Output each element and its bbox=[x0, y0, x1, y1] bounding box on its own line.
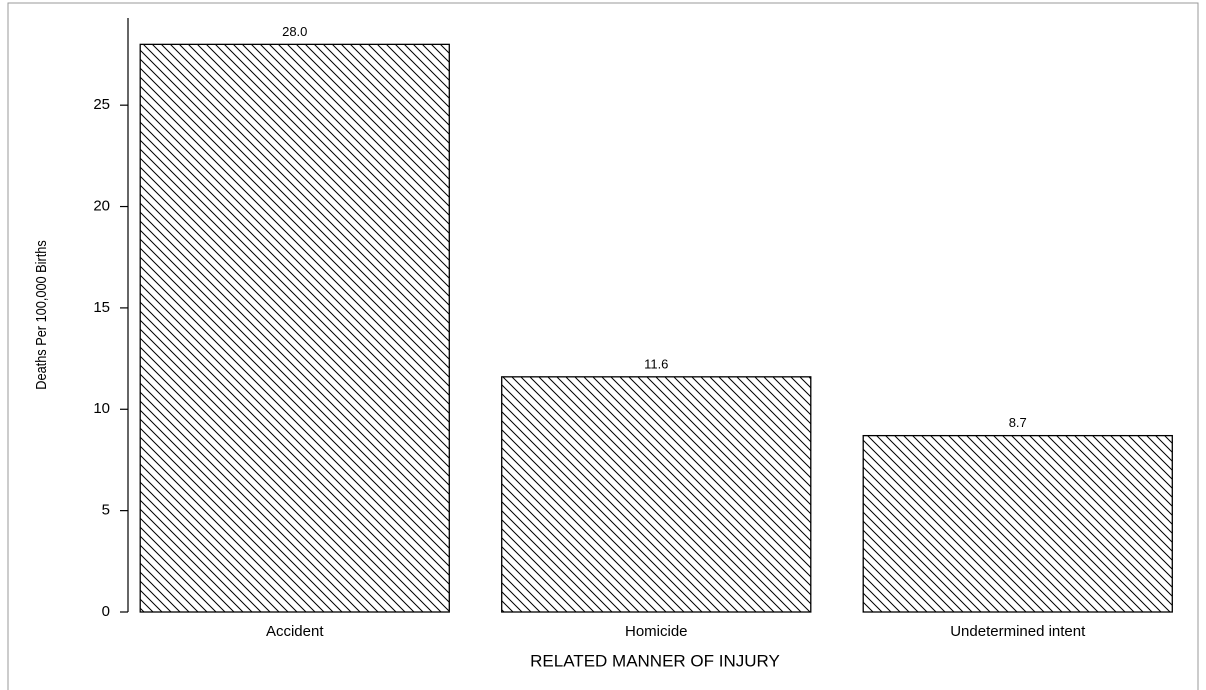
x-axis-label: RELATED MANNER OF INJURY bbox=[530, 651, 780, 670]
y-tick-label: 10 bbox=[93, 400, 110, 417]
bar bbox=[862, 434, 1173, 613]
x-tick-label: Undetermined intent bbox=[950, 623, 1086, 640]
y-axis-label: Deaths Per 100,000 Births bbox=[32, 240, 49, 389]
y-tick-label: 25 bbox=[93, 96, 110, 113]
y-tick-label: 15 bbox=[93, 299, 110, 316]
y-tick-label: 0 bbox=[102, 603, 110, 620]
value-label: 28.0 bbox=[282, 24, 307, 39]
x-tick-label: Accident bbox=[266, 623, 324, 640]
frame bbox=[7, 2, 1199, 690]
x-tick-label: Homicide bbox=[625, 623, 688, 640]
value-label: 8.7 bbox=[1009, 415, 1027, 430]
bar bbox=[139, 43, 450, 613]
y-tick-label: 5 bbox=[102, 502, 110, 519]
value-label: 11.6 bbox=[644, 356, 668, 371]
y-tick-label: 20 bbox=[93, 198, 110, 215]
bar bbox=[501, 376, 812, 613]
